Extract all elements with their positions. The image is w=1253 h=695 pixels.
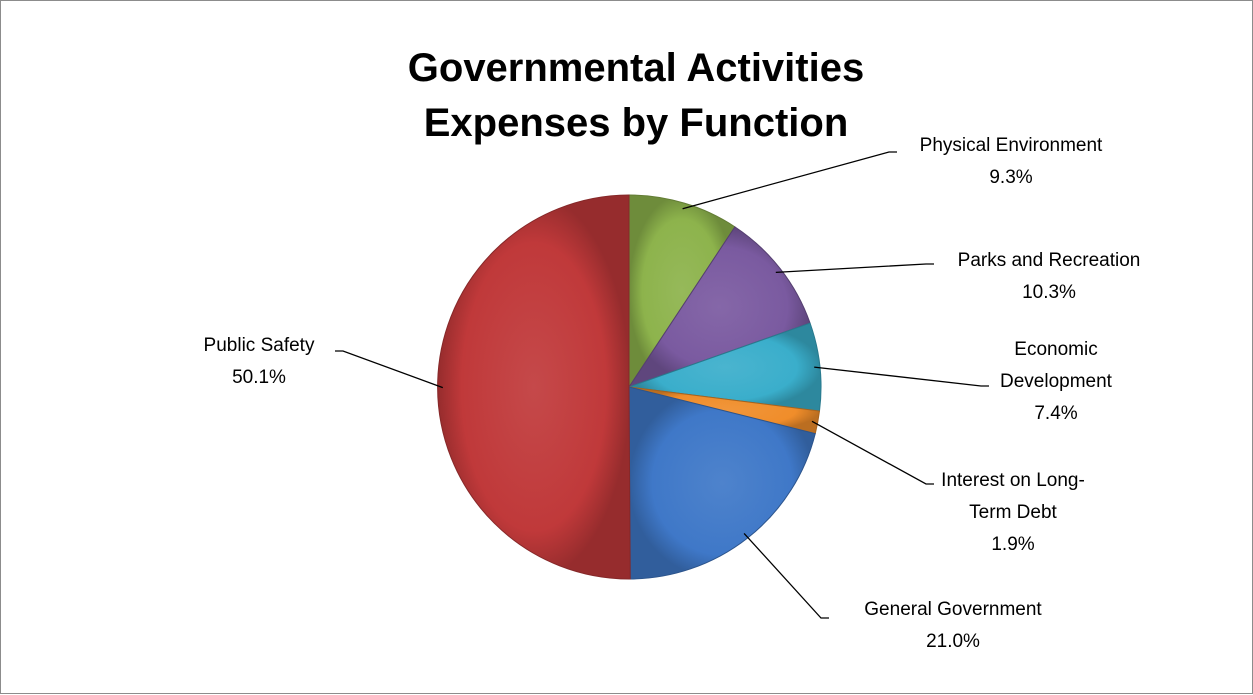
data-label-economic-development: Economic Development 7.4% bbox=[1000, 339, 1113, 424]
leader-line-economic-development bbox=[814, 366, 989, 387]
pie-slice-parks-and-recreation bbox=[627, 226, 811, 388]
data-label-parks-and-recreation: Parks and Recreation 10.3% bbox=[958, 250, 1141, 303]
data-label-public-safety: Public Safety 50.1% bbox=[204, 335, 315, 388]
chart-title: Governmental Activities Expenses by Func… bbox=[336, 41, 936, 151]
leader-lines-layer bbox=[335, 151, 989, 619]
data-label-physical-environment: Physical Environment 9.3% bbox=[920, 135, 1103, 188]
slices-layer bbox=[437, 194, 822, 580]
leader-line-parks-and-recreation bbox=[775, 263, 934, 274]
leader-line-general-government bbox=[743, 532, 829, 619]
labels-layer: Physical Environment 9.3% Parks and Recrea… bbox=[204, 135, 1141, 652]
pie-slice-physical-environment bbox=[628, 194, 736, 389]
pie-slice-public-safety bbox=[437, 194, 631, 580]
leader-line-physical-environment bbox=[682, 151, 897, 210]
data-label-interest-on-long-term-debt: Interest on Long-Term Debt 1.9% bbox=[941, 470, 1085, 555]
chart-title-line-2: Expenses by Function bbox=[423, 101, 849, 145]
leader-line-public-safety bbox=[335, 350, 444, 389]
leader-line-interest-on-long-term-debt bbox=[811, 420, 934, 485]
chart-title-line-1: Governmental Activities bbox=[407, 46, 865, 90]
data-label-general-government: General Government 21.0% bbox=[864, 599, 1042, 652]
